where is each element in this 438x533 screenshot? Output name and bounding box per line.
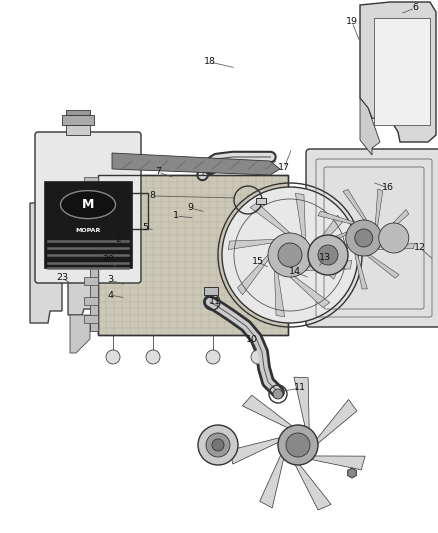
Circle shape (379, 223, 409, 253)
Circle shape (278, 425, 318, 465)
Circle shape (251, 350, 265, 364)
Polygon shape (381, 209, 409, 238)
Bar (84, 315, 98, 323)
Circle shape (318, 245, 338, 265)
Circle shape (146, 350, 160, 364)
Text: 11: 11 (294, 384, 306, 392)
Bar (84, 257, 98, 265)
FancyBboxPatch shape (35, 132, 141, 283)
Text: 8: 8 (149, 191, 155, 200)
Text: MOPAR: MOPAR (75, 228, 101, 233)
Polygon shape (228, 239, 275, 249)
Bar (84, 237, 98, 245)
Polygon shape (275, 271, 285, 317)
Bar (204, 287, 218, 295)
Text: 23: 23 (56, 273, 68, 282)
Text: 12: 12 (414, 244, 426, 253)
Polygon shape (367, 255, 399, 278)
Text: 14: 14 (289, 268, 301, 277)
Text: 1: 1 (173, 212, 179, 221)
Text: 15: 15 (252, 257, 264, 266)
Polygon shape (294, 463, 331, 510)
Polygon shape (230, 437, 282, 464)
Text: 10: 10 (246, 335, 258, 344)
Circle shape (268, 233, 312, 277)
Circle shape (222, 187, 358, 323)
Bar (66, 110, 90, 115)
Text: 18: 18 (204, 58, 216, 67)
Circle shape (286, 433, 310, 457)
Text: 19: 19 (346, 18, 358, 27)
Circle shape (206, 350, 220, 364)
Polygon shape (294, 377, 309, 431)
Text: 13: 13 (319, 254, 331, 262)
Polygon shape (250, 203, 290, 233)
Circle shape (278, 243, 302, 267)
Text: 9: 9 (187, 204, 193, 213)
Bar (98, 175, 288, 335)
FancyBboxPatch shape (306, 149, 438, 327)
Polygon shape (375, 189, 383, 227)
Polygon shape (355, 254, 367, 289)
Bar (256, 198, 266, 204)
Circle shape (273, 389, 283, 399)
Bar (84, 177, 98, 185)
Polygon shape (30, 203, 62, 323)
Polygon shape (70, 315, 90, 353)
Circle shape (206, 433, 230, 457)
Polygon shape (374, 18, 430, 125)
Polygon shape (68, 205, 92, 315)
Polygon shape (313, 232, 347, 251)
Polygon shape (330, 244, 348, 279)
Circle shape (355, 229, 373, 247)
Polygon shape (306, 261, 352, 271)
Polygon shape (309, 456, 365, 470)
Text: 7: 7 (155, 167, 161, 176)
Circle shape (346, 220, 382, 256)
Bar (62, 115, 94, 125)
Bar (66, 125, 90, 135)
Polygon shape (315, 400, 357, 445)
Polygon shape (360, 98, 380, 155)
Bar (44, 181, 132, 268)
Bar (84, 277, 98, 285)
Polygon shape (242, 395, 294, 429)
Text: 6: 6 (412, 4, 418, 12)
Polygon shape (295, 193, 306, 239)
Text: 5: 5 (142, 223, 148, 232)
Text: 16: 16 (382, 183, 394, 192)
Circle shape (212, 439, 224, 451)
Text: 20: 20 (102, 255, 114, 264)
Circle shape (106, 350, 120, 364)
Polygon shape (311, 215, 343, 255)
Text: 11: 11 (209, 297, 221, 306)
Polygon shape (343, 190, 367, 220)
Polygon shape (290, 277, 330, 308)
Polygon shape (112, 153, 280, 175)
Polygon shape (260, 453, 284, 508)
Polygon shape (378, 244, 414, 249)
Bar (98, 175, 288, 335)
Polygon shape (318, 211, 355, 224)
Polygon shape (237, 255, 268, 295)
Bar (90, 179, 98, 331)
Bar (84, 197, 98, 205)
Text: 4: 4 (107, 290, 113, 300)
Circle shape (198, 425, 238, 465)
Text: 2: 2 (115, 236, 121, 245)
Text: 3: 3 (107, 276, 113, 285)
Text: M: M (82, 198, 94, 211)
Polygon shape (360, 2, 436, 142)
Bar (84, 217, 98, 225)
Ellipse shape (60, 191, 116, 219)
Bar (84, 297, 98, 305)
Text: 17: 17 (278, 164, 290, 173)
Circle shape (308, 235, 348, 275)
